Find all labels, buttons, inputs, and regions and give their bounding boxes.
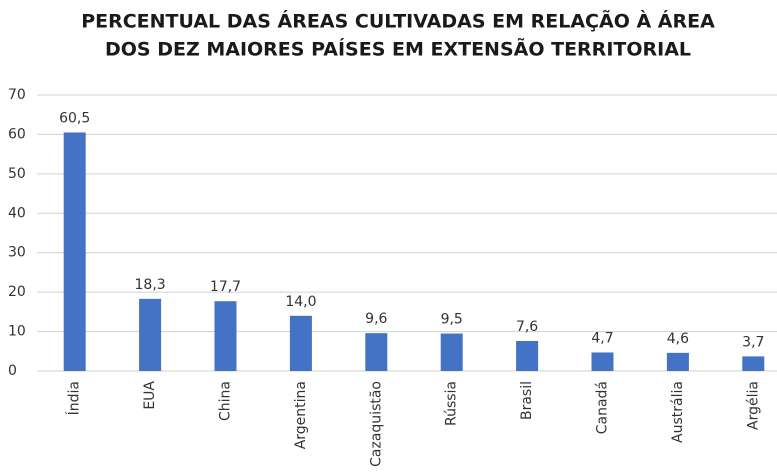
bar	[214, 301, 237, 371]
data-label: 17,7	[210, 279, 241, 295]
x-tick-label: EUA	[142, 381, 158, 410]
bar	[591, 352, 614, 371]
bar	[139, 298, 162, 371]
y-tick-label: 40	[8, 205, 26, 221]
bar	[289, 315, 312, 371]
y-tick-label: 50	[8, 166, 26, 182]
bar	[666, 352, 689, 371]
x-tick-label: China	[218, 381, 234, 421]
y-tick-label: 70	[8, 87, 26, 103]
x-tick-label: Índia	[66, 381, 83, 415]
x-tick-label: Argentina	[293, 381, 309, 449]
y-tick-label: 30	[8, 245, 26, 261]
y-tick-label: 60	[8, 126, 26, 142]
data-label: 9,5	[441, 312, 463, 328]
y-tick-label: 10	[8, 324, 26, 340]
data-label: 9,6	[365, 311, 387, 327]
y-tick-label: 0	[8, 363, 17, 379]
x-tick-label: Canadá	[595, 381, 611, 434]
data-label: 4,6	[667, 331, 689, 347]
data-label: 14,0	[285, 294, 316, 310]
data-label: 18,3	[135, 277, 166, 293]
x-tick-label: Cazaquistão	[368, 381, 384, 467]
x-tick-label: Austrália	[670, 381, 686, 443]
chart-title: DOS DEZ MAIORES PAÍSES EM EXTENSÃO TERRI…	[105, 37, 691, 61]
bar	[440, 333, 463, 371]
data-label: 60,5	[59, 110, 90, 126]
data-label: 4,7	[591, 330, 613, 346]
data-label: 3,7	[742, 334, 764, 350]
bar	[742, 356, 765, 371]
chart-title: PERCENTUAL DAS ÁREAS CULTIVADAS EM RELAÇ…	[81, 9, 715, 33]
bar	[63, 132, 86, 371]
bar	[516, 341, 539, 371]
x-tick-label: Brasil	[519, 381, 535, 420]
data-label: 7,6	[516, 319, 538, 335]
x-tick-label: Rússia	[444, 381, 460, 426]
x-tick-label: Argélia	[745, 381, 761, 430]
bar	[365, 333, 388, 371]
y-tick-label: 20	[8, 284, 26, 300]
